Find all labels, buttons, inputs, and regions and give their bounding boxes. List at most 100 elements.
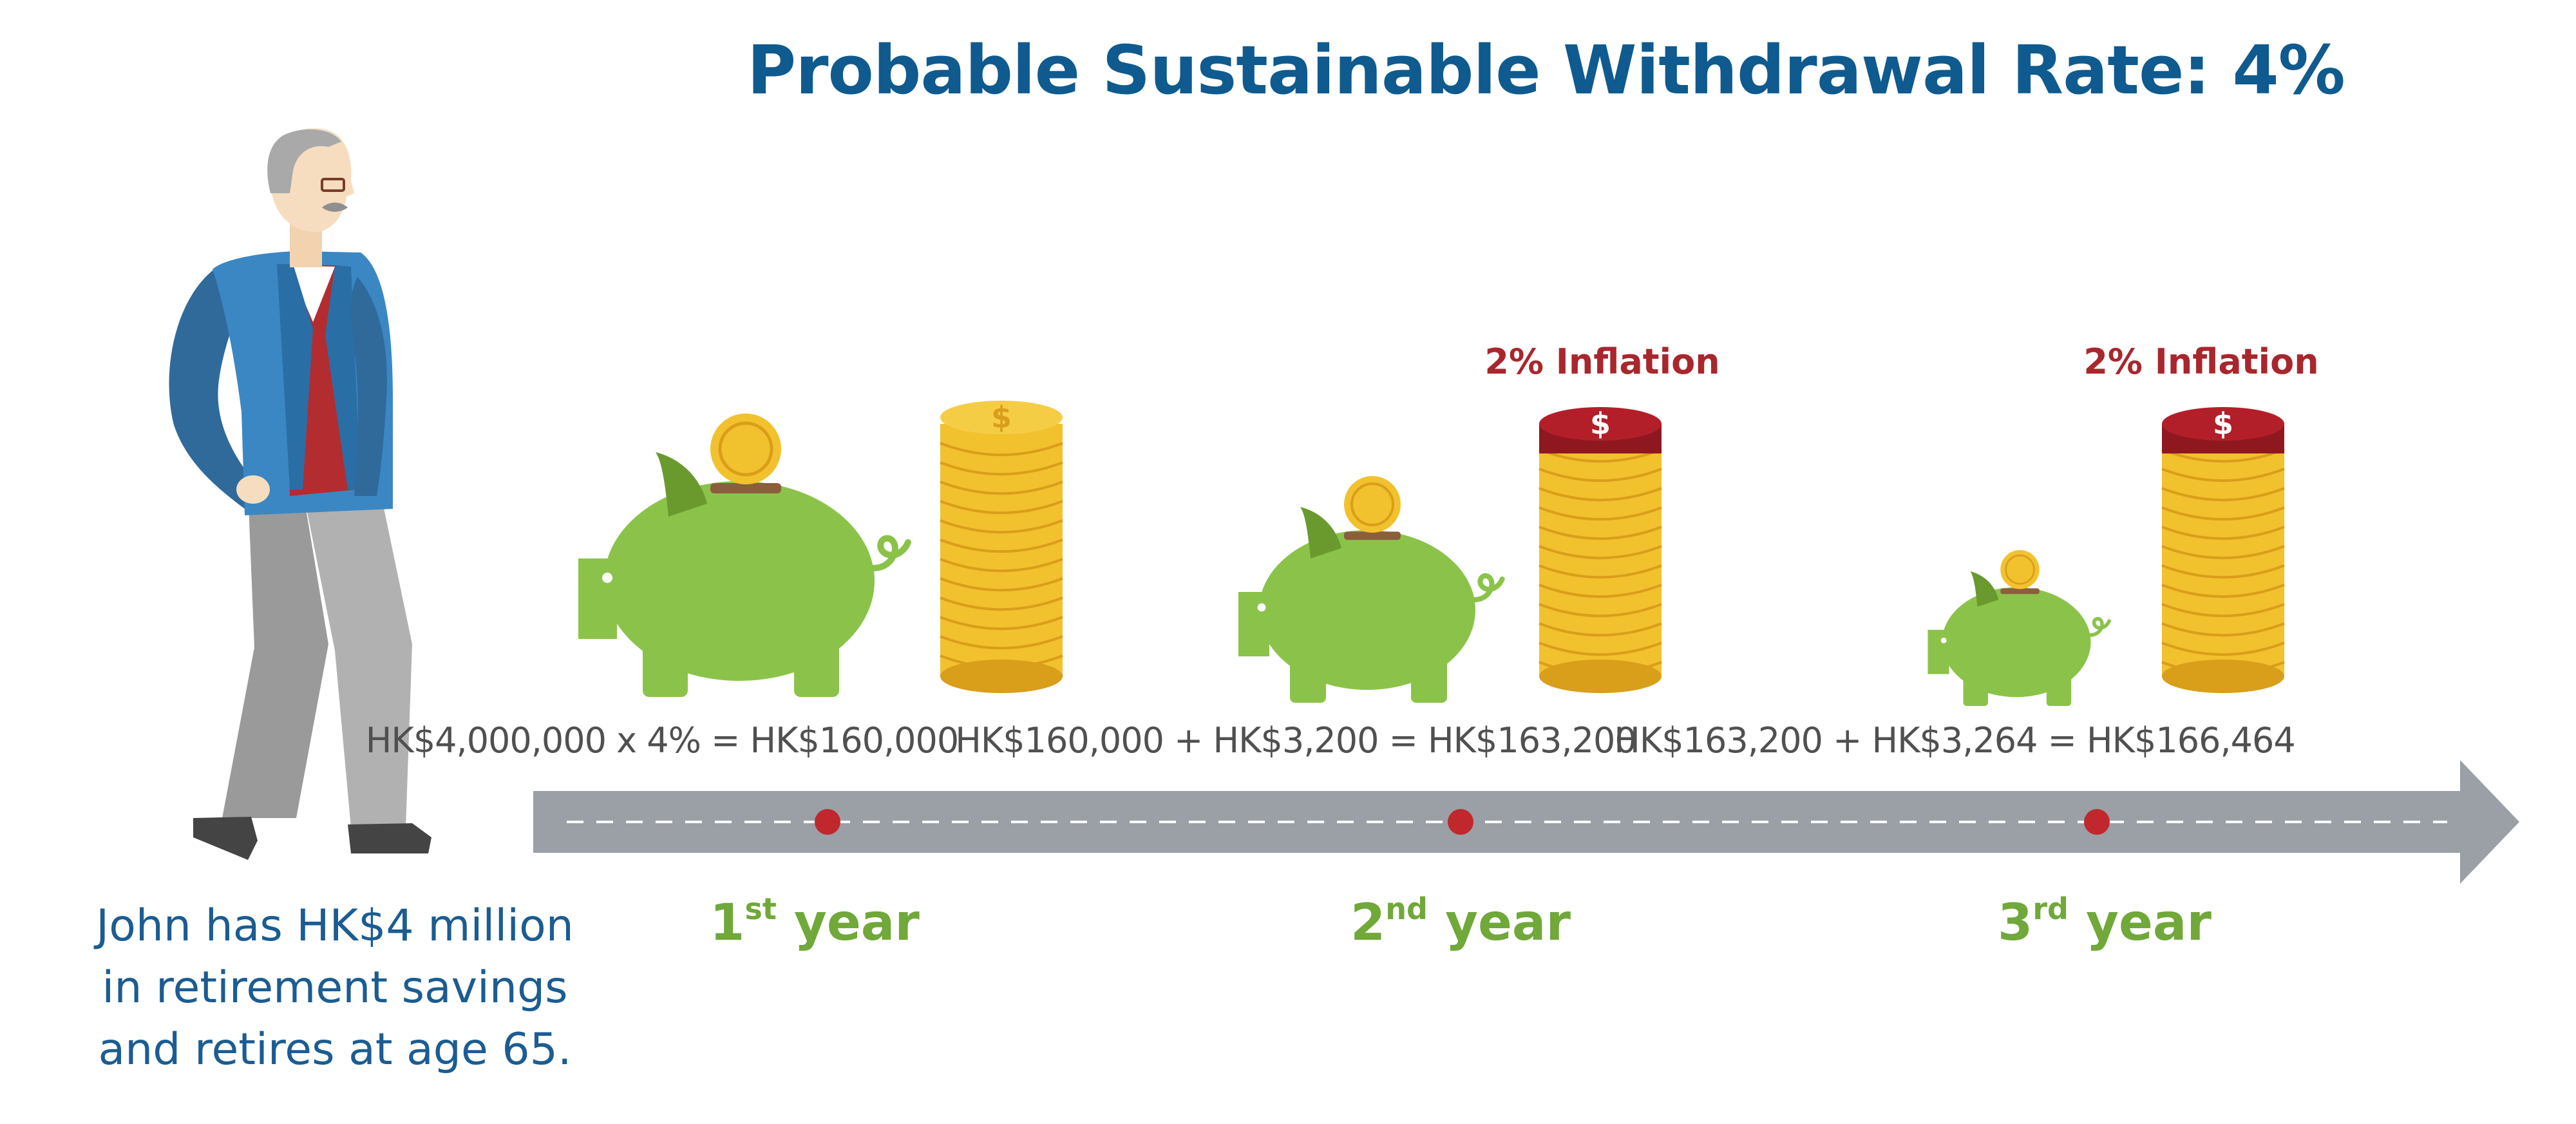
dollar-icon: $	[1590, 406, 1611, 441]
piggy-bank-icon	[1238, 476, 1505, 703]
year-word: year	[1445, 894, 1571, 952]
front-arm	[351, 277, 387, 496]
pig-body	[1259, 530, 1475, 690]
stack-top	[940, 401, 1063, 434]
stack-ridge	[940, 616, 1063, 631]
dollar-icon: $	[2213, 406, 2233, 441]
formula-year-1: HK$4,000,000 x 4% = HK$160,000	[365, 720, 959, 761]
milestone-dot-icon	[815, 809, 840, 835]
stack-ridge	[2161, 506, 2285, 521]
coin-stack-icon: $	[2161, 406, 2285, 693]
pig-tail	[870, 535, 911, 571]
pig-slot	[2000, 588, 2040, 595]
year-ordinal: 3	[1998, 894, 2033, 952]
stack-bottom	[2162, 660, 2284, 693]
glasses	[321, 178, 345, 192]
back-leg	[222, 490, 328, 818]
timeline-arrow-icon	[533, 760, 2519, 884]
pig-tail	[1472, 573, 1505, 602]
pig-tail	[2088, 616, 2111, 637]
stack-ridge	[1539, 564, 1662, 579]
stack-ridge	[2161, 661, 2285, 676]
piggy-bank-icon	[1927, 550, 2111, 706]
pig-body	[604, 481, 875, 681]
piggy-bank-icon	[578, 414, 911, 697]
pig-slot	[710, 483, 781, 493]
stack-ridge	[1539, 661, 1662, 676]
stack-top	[1539, 407, 1662, 441]
formula-year-2: HK$160,000 + HK$3,200 = HK$163,200	[955, 720, 1636, 761]
coin-stack-icon: $	[940, 400, 1063, 693]
left-lapel	[277, 264, 313, 490]
stack-ridge	[1539, 448, 1662, 463]
hand	[236, 475, 270, 504]
stack-ridge	[940, 596, 1063, 611]
year-word: year	[2086, 894, 2211, 952]
pig-coin-rim	[718, 421, 773, 477]
stack-ridge	[940, 558, 1063, 573]
year-suffix: rd	[2032, 891, 2069, 926]
hair	[267, 129, 341, 193]
stack-ridge	[2161, 564, 2285, 579]
person-caption: John has HK$4 million in retirement savi…	[26, 895, 644, 1081]
stack-ridge	[1539, 506, 1662, 521]
stack-ridge	[1539, 545, 1662, 560]
pig-snout	[578, 558, 617, 639]
stack-ridge	[940, 442, 1063, 457]
pig-coin-rim	[1350, 482, 1395, 526]
stack-ridge	[2161, 545, 2285, 560]
back-shoe	[193, 817, 258, 860]
year-label-1: 1st year	[654, 894, 976, 952]
stack-ridge	[2161, 584, 2285, 598]
pig-ear	[656, 452, 707, 517]
stack-ridge	[1539, 468, 1662, 482]
year-ordinal: 2	[1350, 894, 1386, 952]
stack-bottom	[1539, 660, 1662, 693]
stack-ridge	[940, 461, 1063, 476]
moustache	[322, 202, 348, 212]
stack-ridge	[940, 519, 1063, 534]
year-label-3: 3rd year	[1944, 894, 2266, 952]
pig-slot	[1344, 531, 1401, 540]
stack-ridge	[1539, 622, 1662, 637]
stack-ridge	[940, 500, 1063, 515]
back-arm	[169, 271, 261, 509]
stack-ridge	[2161, 622, 2285, 637]
stack-ridge	[1539, 584, 1662, 598]
stack-ridge	[940, 654, 1063, 669]
stack-ridge	[940, 577, 1063, 592]
stack-ridge	[2161, 487, 2285, 502]
stack-ridge	[2161, 526, 2285, 540]
pig-eye	[1940, 637, 1947, 643]
stack-ridge	[1539, 642, 1662, 656]
stack-ridge	[940, 635, 1063, 650]
front-shoe	[348, 823, 431, 853]
pig-snout	[1927, 629, 1949, 674]
pig-ear	[1970, 571, 1999, 607]
milestone-dot-icon	[1448, 809, 1473, 835]
year-ordinal: 1	[710, 894, 745, 952]
formula-year-3: HK$163,200 + HK$3,264 = HK$166,464	[1614, 720, 2295, 761]
pig-eye	[602, 573, 612, 583]
stack-ridge	[940, 538, 1063, 553]
inflation-label-year-3: 2% Inflation	[2083, 341, 2319, 382]
year-suffix: st	[744, 891, 777, 926]
pig-ear	[1300, 507, 1341, 558]
person-icon	[169, 128, 431, 860]
stack-ridge	[940, 674, 1063, 689]
caption-line: John has HK$4 million	[96, 900, 574, 951]
milestone-dot-icon	[2084, 809, 2110, 835]
stack-ridge	[2161, 642, 2285, 656]
stack-ridge	[1539, 526, 1662, 540]
pig-snout	[1238, 592, 1269, 656]
pig-body	[1942, 587, 2091, 698]
stack-ridge	[2161, 468, 2285, 482]
stack-top	[2162, 407, 2284, 441]
coin-stack-icon: $	[1539, 406, 1662, 693]
front-leg	[303, 490, 412, 828]
stack-ridge	[1539, 487, 1662, 502]
stack-ridge	[2161, 448, 2285, 463]
caption-line: and retires at age 65.	[98, 1024, 572, 1075]
